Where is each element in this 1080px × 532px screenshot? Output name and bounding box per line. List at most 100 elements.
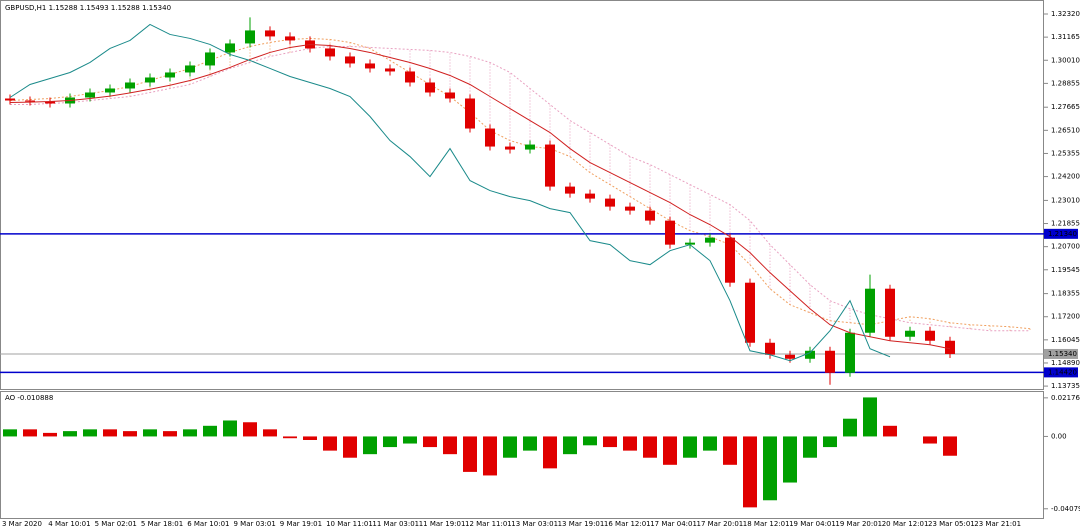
x-tick-label: 9 Mar 03:01 bbox=[234, 520, 276, 528]
ao-bar bbox=[783, 436, 797, 483]
y-tick-label: 1.18355 bbox=[1051, 290, 1080, 298]
ao-bar bbox=[263, 429, 277, 437]
main-pane-frame bbox=[0, 0, 1044, 390]
candle-body bbox=[665, 220, 675, 245]
y-tick-label: 1.17200 bbox=[1051, 313, 1080, 321]
price-label-box bbox=[1044, 367, 1078, 378]
candle-body bbox=[205, 52, 215, 66]
y-tick-label: 1.19545 bbox=[1051, 266, 1080, 274]
candle-body bbox=[505, 146, 515, 150]
candle-body bbox=[265, 30, 275, 37]
ao-bar bbox=[183, 429, 197, 437]
ao-bar bbox=[63, 431, 77, 437]
x-tick-label: 5 Mar 02:01 bbox=[95, 520, 137, 528]
candle-body bbox=[645, 210, 655, 221]
candle-body bbox=[585, 193, 595, 199]
y-tick-label: 1.30010 bbox=[1051, 56, 1080, 64]
candle-body bbox=[685, 242, 695, 245]
y-tick-label: 1.23010 bbox=[1051, 196, 1080, 204]
ao-bar bbox=[803, 436, 817, 458]
ao-bar bbox=[583, 436, 597, 446]
y-tick-label: -0.040795 bbox=[1051, 505, 1080, 513]
y-tick-label: 1.13735 bbox=[1051, 382, 1080, 390]
ao-bar bbox=[723, 436, 737, 465]
candle-body bbox=[165, 72, 175, 78]
x-tick-label: 19 Mar 20:01 bbox=[835, 520, 882, 528]
candle-body bbox=[945, 340, 955, 354]
x-tick-label: 18 Mar 12:01 bbox=[743, 520, 790, 528]
y-tick-label: 1.32320 bbox=[1051, 10, 1080, 18]
ao-bar bbox=[643, 436, 657, 458]
ao-bar bbox=[343, 436, 357, 458]
x-tick-label: 13 Mar 19:01 bbox=[558, 520, 605, 528]
ao-bar bbox=[503, 436, 517, 458]
candle-body bbox=[225, 43, 235, 53]
ao-bar bbox=[483, 436, 497, 476]
candle-body bbox=[145, 77, 155, 83]
ao-bar bbox=[703, 436, 717, 451]
y-tick-label: 1.24200 bbox=[1051, 173, 1080, 181]
candle-body bbox=[905, 330, 915, 337]
x-tick-label: 10 Mar 11:01 bbox=[326, 520, 373, 528]
x-tick-label: 19 Mar 04:01 bbox=[789, 520, 836, 528]
ao-bar bbox=[463, 436, 477, 472]
x-tick-label: 6 Mar 10:01 bbox=[187, 520, 229, 528]
candle-body bbox=[865, 288, 875, 333]
ao-bar bbox=[123, 431, 137, 437]
x-tick-label: 23 Mar 05:01 bbox=[928, 520, 975, 528]
candle-body bbox=[465, 98, 475, 129]
ao-bar bbox=[363, 436, 377, 455]
candle-body bbox=[5, 98, 15, 101]
y-tick-label: 1.25355 bbox=[1051, 149, 1080, 157]
ao-bar bbox=[443, 436, 457, 455]
ao-bar bbox=[203, 425, 217, 437]
ao-bar bbox=[3, 429, 17, 437]
candle-body bbox=[85, 92, 95, 98]
candle-body bbox=[45, 101, 55, 104]
candle-body bbox=[385, 68, 395, 72]
y-tick-label: 1.16045 bbox=[1051, 336, 1080, 344]
candle-body bbox=[565, 186, 575, 194]
x-tick-label: 17 Mar 04:01 bbox=[650, 520, 697, 528]
ao-bar bbox=[23, 429, 37, 437]
candle-body bbox=[405, 71, 415, 83]
ao-bar bbox=[623, 436, 637, 451]
ao-bar bbox=[563, 436, 577, 455]
ao-bar bbox=[603, 436, 617, 448]
candle-body bbox=[125, 82, 135, 89]
ao-bar bbox=[843, 418, 857, 437]
candle-body bbox=[285, 36, 295, 41]
y-tick-label: 1.21855 bbox=[1051, 220, 1080, 228]
ao-bar bbox=[143, 429, 157, 437]
ao-bar bbox=[403, 436, 417, 444]
ao-bar bbox=[943, 436, 957, 456]
x-tick-label: 11 Mar 03:01 bbox=[372, 520, 419, 528]
y-tick-label: 1.14890 bbox=[1051, 359, 1080, 367]
x-tick-label: 3 Mar 2020 bbox=[2, 520, 42, 528]
y-tick-label: 1.28855 bbox=[1051, 79, 1080, 87]
ao-bar bbox=[323, 436, 337, 451]
ao-bar bbox=[223, 420, 237, 437]
ao-bar bbox=[683, 436, 697, 458]
indicator-line bbox=[9, 43, 951, 350]
x-tick-label: 12 Mar 11:01 bbox=[465, 520, 512, 528]
y-tick-label: 0.021765 bbox=[1051, 394, 1080, 402]
candle-body bbox=[885, 288, 895, 337]
ao-bar bbox=[523, 436, 537, 451]
ao-bar bbox=[663, 436, 677, 465]
candle-body bbox=[705, 237, 715, 243]
ao-bar bbox=[543, 436, 557, 469]
ao-bar bbox=[883, 425, 897, 437]
x-tick-label: 13 Mar 03:01 bbox=[511, 520, 558, 528]
x-tick-label: 17 Mar 20:01 bbox=[697, 520, 744, 528]
x-tick-label: 11 Mar 19:01 bbox=[419, 520, 466, 528]
y-tick-label: 1.26510 bbox=[1051, 126, 1080, 134]
ao-bar bbox=[163, 431, 177, 437]
y-tick-label: 1.31165 bbox=[1051, 33, 1080, 41]
ao-bar bbox=[283, 436, 297, 439]
candle-body bbox=[525, 144, 535, 150]
price-label: 1.14420 bbox=[1048, 368, 1077, 376]
candle-body bbox=[545, 144, 555, 187]
candle-body bbox=[765, 342, 775, 355]
